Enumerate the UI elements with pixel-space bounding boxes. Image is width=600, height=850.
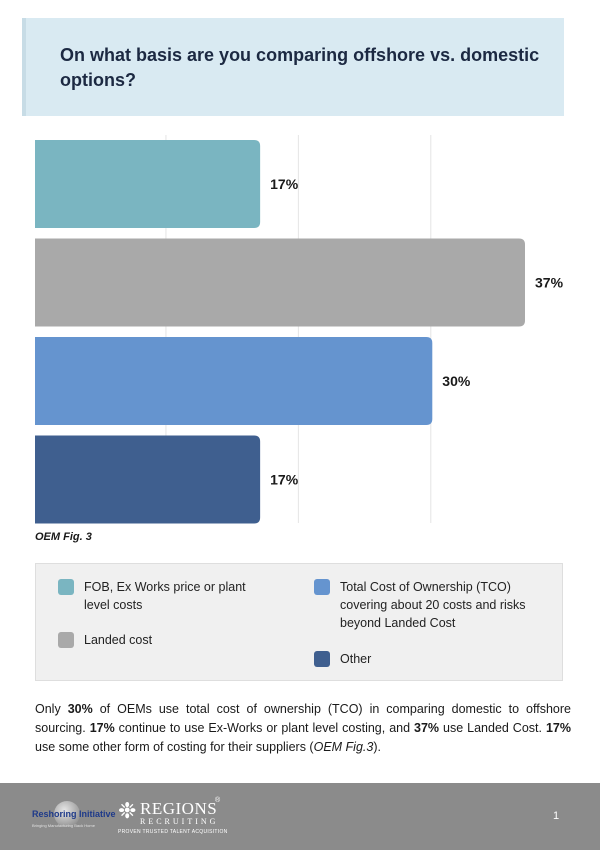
body-text-3: continue to use Ex-Works or plant level … (114, 721, 415, 735)
legend-label-tco: Total Cost of Ownership (TCO) covering a… (340, 580, 526, 630)
legend-item-tco: Total Cost of Ownership (TCO) covering a… (314, 578, 534, 632)
bar-label-3: 17% (270, 472, 299, 488)
legend-swatch-tco (314, 579, 330, 595)
legend-swatch-other (314, 651, 330, 667)
regions-logo-sub: RECRUITING (140, 817, 219, 826)
footer: Reshoring Initiative Bringing Manufactur… (0, 783, 600, 850)
regions-logo-tagline: PROVEN TRUSTED TALENT ACQUISITION (118, 829, 228, 835)
legend-item-other: Other (314, 650, 534, 668)
body-bold-1: 30% (67, 702, 93, 716)
body-paragraph: Only 30% of OEMs use total cost of owner… (35, 700, 571, 757)
reshoring-logo-text: Reshoring Initiative (32, 809, 116, 819)
legend-item-fob: FOB, Ex Works price or plant level costs (58, 578, 268, 614)
bar-3 (35, 435, 261, 524)
body-text-5: use some other form of costing for their… (35, 740, 314, 754)
chart-svg: 17% 37% 30% 17% (35, 135, 564, 524)
legend-item-landed: Landed cost (58, 631, 268, 649)
legend-swatch-fob (58, 579, 74, 595)
legend-label-fob: FOB, Ex Works price or plant level costs (84, 580, 246, 612)
regions-emblem-icon: ❉ (118, 798, 137, 823)
figure-label: OEM Fig. 3 (35, 531, 92, 543)
bar-chart: 17% 37% 30% 17% (0, 135, 600, 525)
legend: FOB, Ex Works price or plant level costs… (35, 563, 563, 681)
bar-label-1: 37% (535, 275, 564, 291)
reshoring-logo-tagline: Bringing Manufacturing Back Home (32, 823, 95, 828)
bar-label-2: 30% (442, 373, 471, 389)
regions-logo-registered: ® (215, 797, 221, 804)
body-italic-1: OEM Fig.3 (313, 740, 374, 754)
body-text-4: use Landed Cost. (439, 721, 546, 735)
reshoring-initiative-logo: Reshoring Initiative Bringing Manufactur… (32, 801, 116, 833)
bar-label-0: 17% (270, 176, 299, 192)
body-text-2: of OEMs use total cost of ownership (TCO… (35, 702, 571, 735)
body-bold-2: 17% (89, 721, 115, 735)
bar-1 (35, 238, 525, 327)
title-accent-bar (22, 18, 26, 116)
globe-icon (54, 801, 80, 827)
body-bold-4: 17% (545, 721, 571, 735)
body-text-6: ). (373, 740, 381, 754)
regions-recruiting-logo: ❉ REGIONS ® RECRUITING PROVEN TRUSTED TA… (118, 797, 228, 837)
page-title: On what basis are you comparing offshore… (60, 45, 540, 90)
bar-2 (35, 337, 433, 425)
body-bold-3: 37% (414, 721, 440, 735)
body-text-1: Only (35, 702, 68, 716)
legend-swatch-landed (58, 632, 74, 648)
title-box: On what basis are you comparing offshore… (22, 18, 564, 116)
legend-label-landed: Landed cost (84, 633, 153, 647)
bar-0 (35, 140, 261, 228)
regions-logo-name: REGIONS (140, 799, 218, 818)
legend-label-other: Other (340, 652, 372, 666)
page-number: 1 (553, 810, 560, 822)
